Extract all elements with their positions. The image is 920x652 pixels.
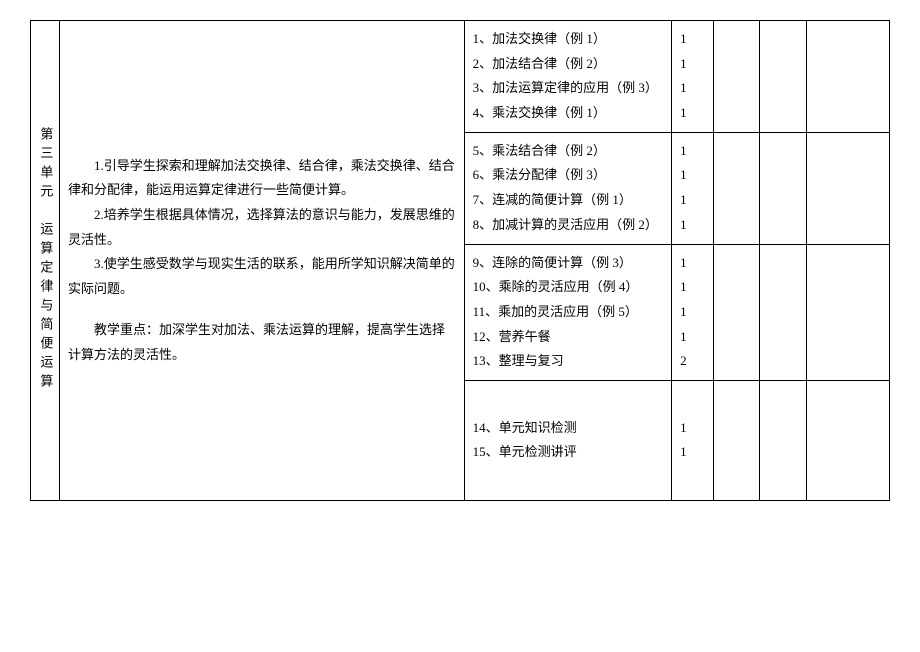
count: 1 (680, 300, 704, 325)
section-4-content: 14、单元知识检测 15、单元检测讲评 (464, 380, 671, 500)
count: 1 (680, 275, 704, 300)
list-item: 13、整理与复习 (473, 349, 663, 374)
list-item: 11、乘加的灵活应用（例 5） (473, 300, 663, 325)
empty-cell (713, 21, 760, 133)
count: 1 (680, 101, 704, 126)
section-3-content: 9、连除的简便计算（例 3） 10、乘除的灵活应用（例 4） 11、乘加的灵活应… (464, 244, 671, 380)
count: 1 (680, 163, 704, 188)
count: 1 (680, 52, 704, 77)
list-item: 10、乘除的灵活应用（例 4） (473, 275, 663, 300)
empty-cell (713, 380, 760, 500)
list-item: 1、加法交换律（例 1） (473, 27, 663, 52)
list-item: 12、营养午餐 (473, 325, 663, 350)
list-item: 9、连除的简便计算（例 3） (473, 251, 663, 276)
section-4-counts: 1 1 (672, 380, 713, 500)
list-item: 6、乘法分配律（例 3） (473, 163, 663, 188)
objective-3: 3.使学生感受数学与现实生活的联系，能用所学知识解决简单的实际问题。 (68, 252, 456, 301)
empty-cell (760, 380, 807, 500)
list-item: 14、单元知识检测 (473, 416, 663, 441)
empty-cell (806, 132, 889, 244)
count: 1 (680, 188, 704, 213)
list-item: 5、乘法结合律（例 2） (473, 139, 663, 164)
section-2-counts: 1 1 1 1 (672, 132, 713, 244)
list-item: 8、加减计算的灵活应用（例 2） (473, 213, 663, 238)
empty-cell (806, 21, 889, 133)
table-row-1: 第三单元 运算定律与简便运算 1.引导学生探索和理解加法交换律、结合律，乘法交换… (31, 21, 890, 133)
list-item: 15、单元检测讲评 (473, 440, 663, 465)
lesson-plan-table: 第三单元 运算定律与简便运算 1.引导学生探索和理解加法交换律、结合律，乘法交换… (30, 20, 890, 501)
count: 1 (680, 27, 704, 52)
section-2-content: 5、乘法结合律（例 2） 6、乘法分配律（例 3） 7、连减的简便计算（例 1）… (464, 132, 671, 244)
count: 1 (680, 416, 704, 441)
count: 1 (680, 325, 704, 350)
main-objectives-cell: 1.引导学生探索和理解加法交换律、结合律，乘法交换律、结合律和分配律，能运用运算… (60, 21, 465, 501)
section-1-counts: 1 1 1 1 (672, 21, 713, 133)
empty-cell (760, 21, 807, 133)
empty-cell (806, 244, 889, 380)
empty-cell (713, 132, 760, 244)
count: 1 (680, 213, 704, 238)
focus-point: 教学重点：加深学生对加法、乘法运算的理解，提高学生选择计算方法的灵活性。 (68, 318, 456, 367)
section-3-counts: 1 1 1 1 2 (672, 244, 713, 380)
count: 2 (680, 349, 704, 374)
objective-1: 1.引导学生探索和理解加法交换律、结合律，乘法交换律、结合律和分配律，能运用运算… (68, 154, 456, 203)
count: 1 (680, 139, 704, 164)
list-item: 3、加法运算定律的应用（例 3） (473, 76, 663, 101)
objective-2: 2.培养学生根据具体情况，选择算法的意识与能力，发展思维的灵活性。 (68, 203, 456, 252)
list-item: 4、乘法交换律（例 1） (473, 101, 663, 126)
empty-cell (760, 132, 807, 244)
unit-title-cell: 第三单元 运算定律与简便运算 (31, 21, 60, 501)
count: 1 (680, 251, 704, 276)
empty-cell (760, 244, 807, 380)
list-item: 7、连减的简便计算（例 1） (473, 188, 663, 213)
count: 1 (680, 76, 704, 101)
list-item: 2、加法结合律（例 2） (473, 52, 663, 77)
empty-cell (713, 244, 760, 380)
count: 1 (680, 440, 704, 465)
empty-cell (806, 380, 889, 500)
section-1-content: 1、加法交换律（例 1） 2、加法结合律（例 2） 3、加法运算定律的应用（例 … (464, 21, 671, 133)
